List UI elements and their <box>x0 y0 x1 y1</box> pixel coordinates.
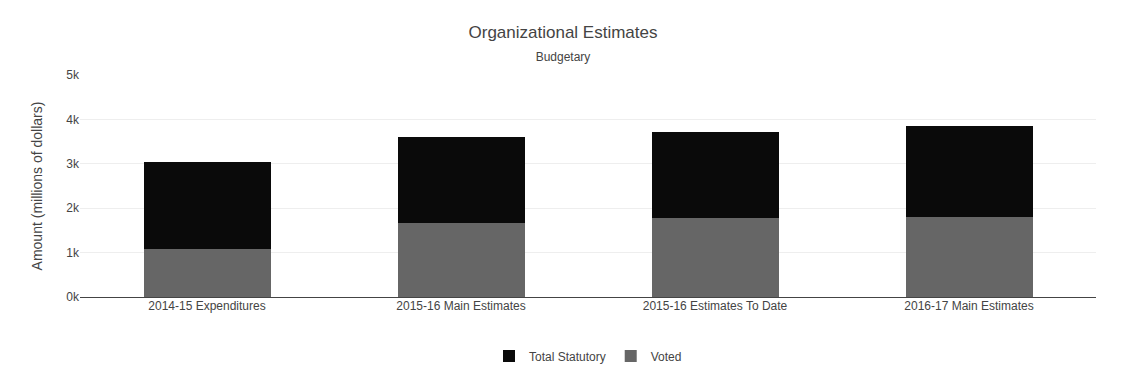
svg-text:4k: 4k <box>66 113 80 127</box>
svg-text:1k: 1k <box>66 246 80 260</box>
svg-text:Organizational Estimates: Organizational Estimates <box>469 23 658 42</box>
svg-text:3k: 3k <box>66 157 80 171</box>
svg-text:2k: 2k <box>66 201 80 215</box>
svg-text:2016-17 Main Estimates: 2016-17 Main Estimates <box>904 299 1033 313</box>
svg-text:Amount (millions of dollars): Amount (millions of dollars) <box>29 102 45 271</box>
svg-text:2015-16 Main Estimates: 2015-16 Main Estimates <box>396 299 525 313</box>
svg-text:Voted: Voted <box>651 350 682 364</box>
svg-text:Budgetary: Budgetary <box>536 50 591 64</box>
svg-text:5k: 5k <box>66 68 80 82</box>
svg-text:2014-15 Expenditures: 2014-15 Expenditures <box>148 299 265 313</box>
svg-text:2015-16 Estimates To Date: 2015-16 Estimates To Date <box>643 299 788 313</box>
svg-text:Total Statutory: Total Statutory <box>529 350 606 364</box>
svg-text:0k: 0k <box>66 290 80 304</box>
